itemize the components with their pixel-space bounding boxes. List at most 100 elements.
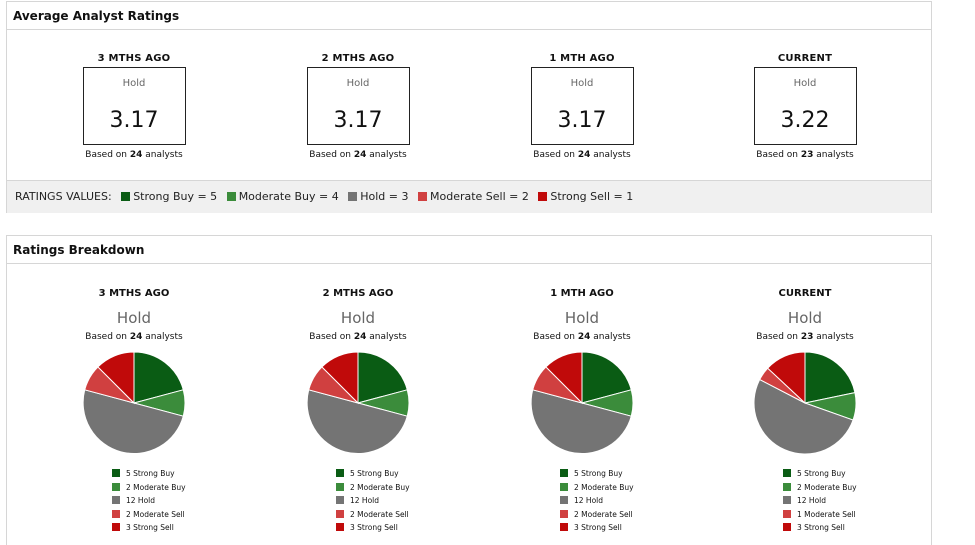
legend-item: 2 Moderate Sell: [560, 509, 670, 523]
legend-label: 2 Moderate Sell: [350, 509, 409, 519]
legend-item: 12 Hold: [560, 495, 670, 509]
rating-box: Hold 3.17: [530, 67, 634, 145]
based-suffix: analysts: [813, 150, 854, 160]
based-suffix: analysts: [590, 332, 631, 342]
consensus-rating: Hold: [787, 309, 823, 327]
legend-item: 3 Strong Sell: [112, 522, 222, 536]
based-prefix: Based on: [85, 332, 130, 342]
breakdown-column-2mths: 2 MTHS AGO Hold Based on 24 analysts 5 Stro…: [248, 288, 468, 536]
based-suffix: analysts: [142, 332, 183, 342]
strong-sell-slice[interactable]: [321, 351, 359, 405]
legend-swatch: [783, 482, 791, 491]
analyst-count: 24: [129, 150, 143, 160]
legend-swatch: [336, 496, 344, 504]
based-prefix: Based on: [533, 332, 578, 342]
based-suffix: analysts: [142, 150, 183, 160]
legend-item: 5 Strong Buy: [560, 468, 670, 482]
legend-label: 2 Moderate Buy: [350, 482, 410, 492]
legend-label: 5 Strong Buy: [574, 469, 623, 478]
legend-label: 5 Strong Buy: [126, 469, 175, 478]
strong-sell-slice[interactable]: [97, 351, 135, 405]
pie-legend: 5 Strong Buy 2 Moderate Buy 12 Hold 2 Moder…: [336, 468, 446, 536]
legend-swatch: [783, 523, 791, 531]
based-prefix: Based on: [756, 150, 801, 160]
legend-swatch: [783, 496, 791, 504]
legend-item: 3 Strong Sell: [336, 522, 446, 536]
legend-label: 3 Strong Sell: [574, 523, 622, 532]
strong-sell-slice[interactable]: [767, 351, 806, 405]
consensus-rating: Hold: [116, 309, 152, 327]
legend-swatch: [112, 482, 120, 491]
analyst-count: 23: [800, 150, 814, 160]
hold-swatch: [348, 192, 358, 201]
rating-label: Hold: [793, 78, 817, 89]
legend-item: 2 Moderate Buy: [560, 482, 670, 496]
column-head: 2 MTHS AGO: [321, 53, 395, 64]
based-on-text: Based on 24 analysts: [472, 332, 692, 342]
legend-swatch: [336, 509, 344, 518]
strong-buy-slice[interactable]: [804, 351, 856, 404]
moderate-buy-swatch: [226, 192, 236, 201]
legend-item: 12 Hold: [783, 495, 893, 509]
strong-sell-slice[interactable]: [545, 351, 583, 405]
legend-swatch: [336, 482, 344, 491]
legend-label: 12 Hold: [574, 496, 604, 505]
based-on-text: Based on 24 analysts: [472, 150, 692, 160]
column-head: 3 MTHS AGO: [97, 53, 171, 64]
analyst-count: 24: [353, 332, 367, 342]
based-prefix: Based on: [85, 150, 130, 160]
based-suffix: analysts: [366, 332, 407, 342]
legend-label: 3 Strong Sell: [350, 523, 398, 532]
column-head: 1 MTH AGO: [549, 53, 615, 64]
legend-swatch: [783, 469, 791, 477]
panel-title: Average Analyst Ratings: [7, 2, 931, 30]
ratings-values-bar: RATINGS VALUES: Strong Buy = 5 Moderate …: [7, 180, 931, 213]
legend-item: 12 Hold: [336, 495, 446, 509]
legend-label: 2 Moderate Sell: [574, 509, 633, 519]
hold-slice[interactable]: [82, 389, 184, 455]
based-prefix: Based on: [533, 150, 578, 160]
hold-slice[interactable]: [530, 389, 632, 455]
rating-box: Hold 3.17: [82, 67, 186, 145]
rating-label: Hold: [570, 78, 594, 89]
ratings-value-item: Strong Buy = 5: [133, 190, 218, 203]
legend-item: 2 Moderate Sell: [336, 509, 446, 523]
column-head: 3 MTHS AGO: [98, 288, 170, 299]
ratings-values-label: RATINGS VALUES:: [15, 190, 112, 203]
strong-buy-slice[interactable]: [357, 351, 408, 404]
legend-item: 2 Moderate Buy: [783, 482, 893, 496]
strong-buy-slice[interactable]: [581, 351, 632, 404]
based-on-text: Based on 23 analysts: [695, 332, 915, 342]
breakdown-column-1mth: 1 MTH AGO Hold Based on 24 analysts 5 Stron…: [472, 288, 692, 536]
legend-label: 2 Moderate Buy: [126, 482, 186, 492]
legend-item: 2 Moderate Buy: [336, 482, 446, 496]
legend-item: 12 Hold: [112, 495, 222, 509]
rating-value: 3.17: [109, 108, 159, 133]
strong-buy-slice[interactable]: [133, 351, 184, 404]
legend-label: 5 Strong Buy: [350, 469, 399, 478]
based-on-text: Based on 24 analysts: [24, 332, 244, 342]
ratings-pie-chart: [306, 351, 410, 455]
strong-buy-swatch: [121, 192, 131, 201]
legend-item: 3 Strong Sell: [560, 522, 670, 536]
ratings-value-item: Moderate Sell = 2: [430, 190, 529, 203]
legend-swatch: [112, 523, 120, 531]
column-head: 1 MTH AGO: [550, 288, 614, 299]
pie-legend: 5 Strong Buy 2 Moderate Buy 12 Hold 2 Moder…: [560, 468, 670, 536]
legend-swatch: [560, 469, 568, 477]
hold-slice[interactable]: [753, 378, 854, 455]
legend-swatch: [336, 523, 344, 531]
ratings-pie-chart: [82, 351, 186, 455]
analyst-count: 24: [129, 332, 143, 342]
pie-legend: 5 Strong Buy 2 Moderate Buy 12 Hold 1 Moder…: [783, 468, 893, 536]
legend-item: 5 Strong Buy: [783, 468, 893, 482]
legend-item: 5 Strong Buy: [112, 468, 222, 482]
legend-label: 12 Hold: [797, 496, 827, 505]
rating-box: Hold 3.17: [306, 67, 410, 145]
based-prefix: Based on: [309, 332, 354, 342]
hold-slice[interactable]: [306, 389, 408, 455]
analyst-count: 24: [353, 150, 367, 160]
column-head: 2 MTHS AGO: [322, 288, 394, 299]
based-suffix: analysts: [366, 150, 407, 160]
moderate-sell-swatch: [418, 192, 427, 201]
